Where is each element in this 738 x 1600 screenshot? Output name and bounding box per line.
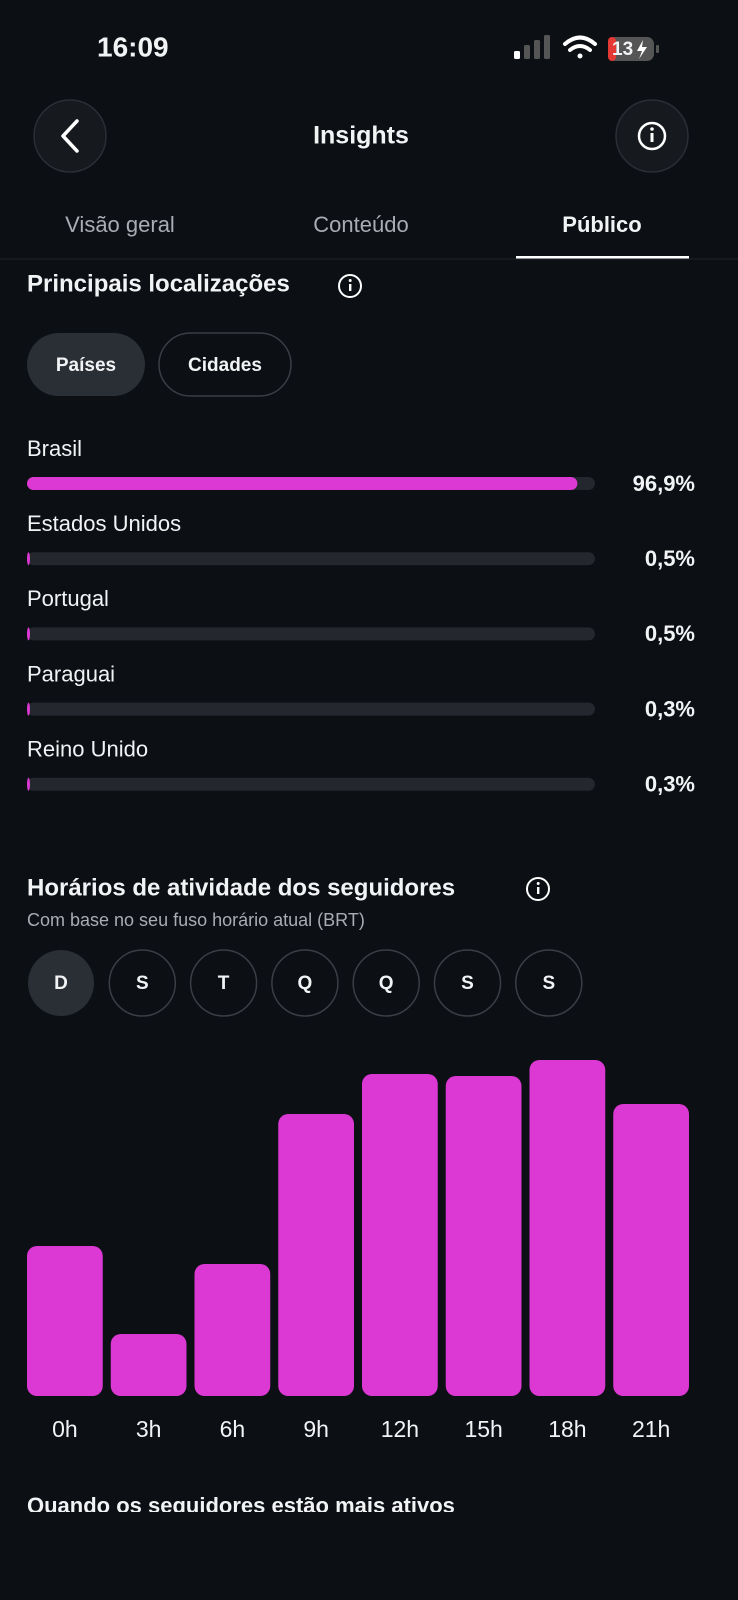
day-chip[interactable] xyxy=(352,949,420,1017)
bar xyxy=(27,552,30,566)
bar xyxy=(27,777,30,791)
bar xyxy=(278,1114,354,1396)
day-chip[interactable] xyxy=(271,949,339,1017)
tab-indicator xyxy=(516,256,689,259)
value-label: 0,3% xyxy=(645,772,695,797)
x-tick-label: 6h xyxy=(220,1416,246,1442)
wifi-icon xyxy=(563,35,597,59)
filter-label[interactable]: Países xyxy=(56,355,116,376)
day-chip[interactable] xyxy=(515,949,583,1017)
day-label[interactable]: Q xyxy=(379,973,394,994)
tab[interactable]: Conteúdo xyxy=(313,212,408,237)
bar-track xyxy=(27,552,595,566)
day-label[interactable]: D xyxy=(54,973,68,994)
bar xyxy=(445,1076,522,1396)
bar-track xyxy=(27,702,595,716)
section-title: Principais localizações xyxy=(27,270,290,297)
bar xyxy=(110,1334,187,1396)
footer-title: Quando os seguidores estão mais ativos xyxy=(27,1493,455,1518)
bar xyxy=(362,1074,438,1396)
location-name: Portugal xyxy=(27,586,109,611)
x-tick-label: 12h xyxy=(381,1416,419,1442)
bar-track xyxy=(27,777,595,791)
tab[interactable]: Público xyxy=(562,212,641,237)
value-label: 96,9% xyxy=(633,471,695,496)
x-tick-label: 0h xyxy=(52,1416,78,1442)
bar-track xyxy=(27,627,595,641)
day-chip[interactable] xyxy=(28,950,94,1016)
x-tick-label: 15h xyxy=(464,1416,502,1442)
day-label[interactable]: T xyxy=(218,973,230,994)
day-label[interactable]: S xyxy=(461,973,474,994)
page-title: Insights xyxy=(313,122,409,150)
day-chip[interactable] xyxy=(433,949,502,1017)
day-label[interactable]: S xyxy=(136,973,149,994)
day-label[interactable]: S xyxy=(542,973,555,994)
back-button[interactable] xyxy=(33,99,107,173)
day-label[interactable]: Q xyxy=(298,973,313,994)
filter-label[interactable]: Cidades xyxy=(188,355,262,376)
bar xyxy=(194,1264,271,1396)
location-name: Reino Unido xyxy=(27,737,148,762)
bar xyxy=(27,1246,103,1396)
x-tick-label: 3h xyxy=(136,1416,162,1442)
info-icon[interactable] xyxy=(338,274,362,298)
info-icon[interactable] xyxy=(526,877,550,901)
value-label: 0,3% xyxy=(645,696,695,721)
filter-chip[interactable] xyxy=(158,332,292,397)
battery-icon: 13 xyxy=(608,37,659,61)
filter-chip[interactable] xyxy=(27,333,145,396)
bar xyxy=(613,1104,689,1396)
status-time: 16:09 xyxy=(97,31,169,62)
bar xyxy=(27,702,30,716)
battery-level: 13 xyxy=(612,39,633,60)
day-chip[interactable] xyxy=(108,949,177,1017)
section-subtitle: Com base no seu fuso horário atual (BRT) xyxy=(27,910,365,930)
value-label: 0,5% xyxy=(645,546,695,571)
x-tick-label: 21h xyxy=(632,1416,670,1442)
x-tick-label: 18h xyxy=(548,1416,586,1442)
bar xyxy=(27,477,578,490)
location-name: Brasil xyxy=(27,436,82,461)
bar xyxy=(27,627,30,641)
day-chip[interactable] xyxy=(189,949,258,1017)
section-title: Horários de atividade dos seguidores xyxy=(27,874,455,901)
tab[interactable]: Visão geral xyxy=(65,212,175,237)
info-button[interactable] xyxy=(615,99,689,173)
value-label: 0,5% xyxy=(645,621,695,646)
location-name: Estados Unidos xyxy=(27,511,181,536)
bar xyxy=(529,1060,606,1396)
location-name: Paraguai xyxy=(27,661,115,686)
x-tick-label: 9h xyxy=(303,1416,329,1442)
signal-icon xyxy=(514,35,550,59)
